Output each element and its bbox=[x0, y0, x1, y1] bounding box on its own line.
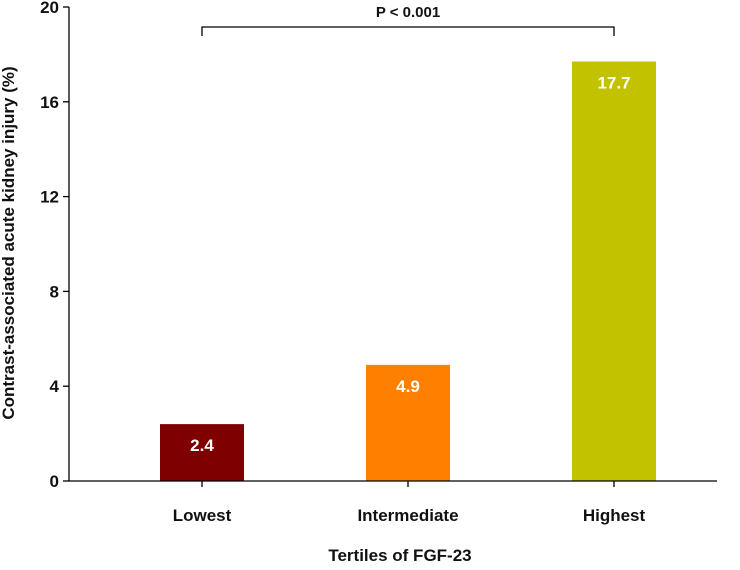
bar-intermediate bbox=[366, 364, 450, 481]
y-tick-label: 20 bbox=[40, 0, 59, 17]
bar-highest bbox=[572, 61, 656, 481]
y-tick-label: 16 bbox=[40, 93, 59, 112]
x-axis-title: Tertiles of FGF-23 bbox=[328, 546, 471, 565]
y-tick-label: 8 bbox=[50, 282, 59, 301]
x-tick-label: Intermediate bbox=[357, 506, 458, 525]
bar-value-label: 17.7 bbox=[597, 74, 630, 93]
y-tick-label: 0 bbox=[50, 472, 59, 491]
bar-lowest bbox=[160, 424, 244, 481]
x-tick-label: Lowest bbox=[173, 506, 232, 525]
y-tick-label: 4 bbox=[50, 377, 60, 396]
significance-bracket bbox=[201, 26, 615, 36]
bar-value-label: 4.9 bbox=[396, 377, 420, 396]
bars-layer bbox=[160, 61, 656, 481]
labels-layer: 2.4 4.9 17.7 0 4 8 12 16 20 Lowest Intermediate Hig… bbox=[40, 0, 645, 525]
p-value-label: P < 0.001 bbox=[376, 4, 440, 21]
significance-annotation: P < 0.001 bbox=[201, 4, 615, 36]
y-tick-label: 12 bbox=[40, 188, 59, 207]
bar-value-label: 2.4 bbox=[190, 436, 214, 455]
y-axis-title: Contrast-associated acute kidney injury … bbox=[0, 66, 18, 419]
x-tick-label: Highest bbox=[583, 506, 646, 525]
axes-layer bbox=[63, 6, 717, 487]
